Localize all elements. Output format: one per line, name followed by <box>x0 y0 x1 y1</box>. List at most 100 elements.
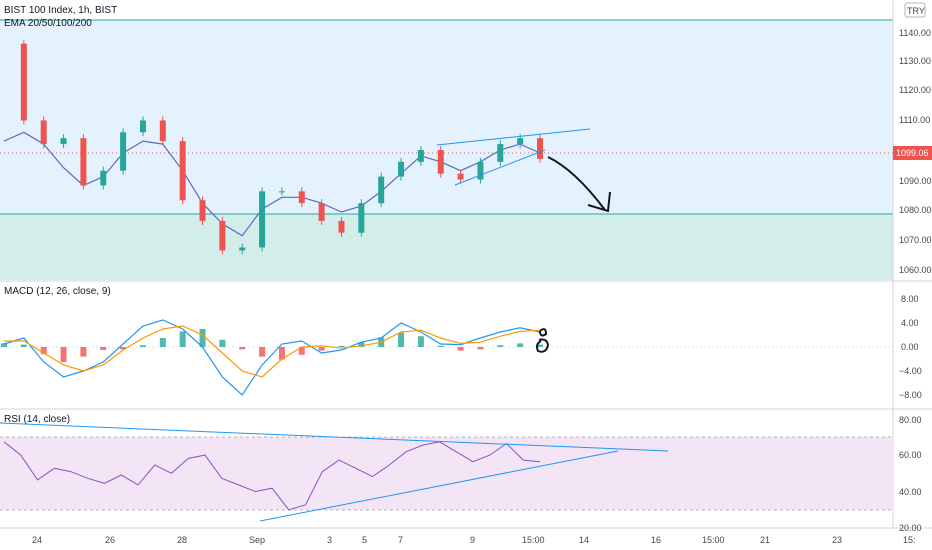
price-tick-8: 1060.00 <box>899 265 932 275</box>
candle <box>358 203 365 233</box>
macd-tick-4: −4.00 <box>899 366 922 376</box>
macd-histogram-bar <box>179 331 186 347</box>
candle <box>40 120 47 145</box>
macd-histogram-bar <box>278 347 285 360</box>
time-tick-5: 3 <box>327 535 332 545</box>
candle <box>437 150 444 174</box>
wedge-lower-trendline[interactable] <box>454 149 546 186</box>
macd-histogram-bar <box>199 329 206 347</box>
time-tick-11: 16 <box>651 535 661 545</box>
price-tick-2: 1130.00 <box>899 56 931 66</box>
rsi-legend: RSI (14, close) <box>4 414 70 425</box>
candle <box>537 138 543 159</box>
support-zone <box>0 214 893 280</box>
rsi-line <box>3 441 541 511</box>
price-tick-1: 1140.00 <box>899 28 931 38</box>
macd-signal-line <box>4 325 541 378</box>
macd-hand-mark[interactable] <box>536 328 550 353</box>
time-tick-15: 15: <box>903 535 916 545</box>
rsi-layer <box>3 441 541 511</box>
macd-histogram-bar <box>338 345 345 347</box>
chart-title: BIST 100 Index, 1h, BIST <box>4 5 117 16</box>
macd-histogram-bar <box>60 347 67 362</box>
macd-histogram-bar <box>517 343 524 347</box>
candle <box>100 170 107 186</box>
candle <box>80 138 87 186</box>
macd-legend: MACD (12, 26, close, 9) <box>4 286 111 297</box>
candle <box>477 161 484 180</box>
macd-histogram-bar <box>437 345 444 347</box>
macd-histogram-bar <box>239 347 246 350</box>
macd-histogram-bar <box>537 344 543 347</box>
last-price-tag <box>893 146 932 160</box>
time-tick-14: 23 <box>832 535 842 545</box>
macd-line <box>3 319 541 396</box>
time-tick-8: 9 <box>470 535 475 545</box>
time-tick-7: 7 <box>398 535 403 545</box>
ema-line <box>3 131 541 237</box>
macd-histogram-bar <box>457 347 464 351</box>
rsi-axis[interactable]: 80.00 60.00 40.00 20.00 <box>899 415 922 533</box>
macd-histogram-bar <box>139 345 146 347</box>
rsi-tick-3: 40.00 <box>899 487 922 497</box>
candle <box>497 144 504 162</box>
macd-histogram-bar <box>120 347 127 350</box>
macd-histogram-bar <box>358 342 365 347</box>
rsi-tick-2: 60.00 <box>899 450 922 460</box>
price-tick-6: 1080.00 <box>899 205 932 215</box>
macd-histogram-bar <box>40 347 47 355</box>
price-tick-7: 1070.00 <box>899 235 932 245</box>
time-tick-2: 26 <box>105 535 115 545</box>
time-tick-12: 15:00 <box>702 535 725 545</box>
price-tick-3: 1120.00 <box>899 85 931 95</box>
macd-tick-3: 0.00 <box>901 342 919 352</box>
macd-layer <box>1 319 543 396</box>
currency-badge[interactable] <box>904 2 926 18</box>
time-tick-10: 14 <box>579 535 589 545</box>
macd-tick-1: 8.00 <box>901 294 919 304</box>
price-pane-background <box>0 20 893 214</box>
macd-axis[interactable]: 8.00 4.00 0.00 −4.00 −8.00 <box>899 294 922 400</box>
time-tick-1: 24 <box>32 535 42 545</box>
projection-arrow[interactable] <box>547 156 611 213</box>
macd-histogram-bar <box>477 347 484 350</box>
macd-histogram-bar <box>398 332 405 347</box>
wedge-upper-trendline[interactable] <box>436 128 591 146</box>
rsi-tick-1: 80.00 <box>899 415 922 425</box>
macd-tick-2: 4.00 <box>901 318 919 328</box>
time-tick-13: 21 <box>760 535 770 545</box>
candle <box>517 138 524 145</box>
macd-histogram-bar <box>298 347 305 355</box>
macd-histogram-bar <box>20 344 27 347</box>
rsi-lower-trendline[interactable] <box>259 450 619 522</box>
macd-histogram-bar <box>318 347 325 351</box>
time-tick-9: 15:00 <box>522 535 545 545</box>
candle <box>159 120 166 142</box>
candle <box>120 132 127 171</box>
rsi-tick-4: 20.00 <box>899 523 922 533</box>
candle <box>179 141 186 201</box>
candle <box>239 247 246 251</box>
candle <box>278 191 285 193</box>
candle <box>259 191 266 248</box>
candle <box>398 161 405 177</box>
time-axis[interactable]: 24 26 28 Sep 3 5 7 9 15:00 14 16 15:00 2… <box>32 535 916 545</box>
candle <box>378 176 385 204</box>
price-tick-5: 1090.00 <box>899 176 932 186</box>
time-tick-6: 5 <box>362 535 367 545</box>
price-layer <box>3 39 543 255</box>
macd-histogram-bar <box>100 347 107 350</box>
macd-histogram-bar <box>259 347 266 357</box>
ema-legend: EMA 20/50/100/200 <box>4 18 92 29</box>
candle <box>338 220 345 233</box>
macd-histogram-bar <box>497 345 504 347</box>
rsi-upper-trendline[interactable] <box>0 422 669 452</box>
candle <box>457 173 464 180</box>
time-tick-4: Sep <box>249 535 265 545</box>
price-axis[interactable]: 1140.00 1130.00 1120.00 1110.00 1090.00 … <box>899 28 932 275</box>
macd-tick-5: −8.00 <box>899 390 922 400</box>
time-tick-3: 28 <box>177 535 187 545</box>
candle <box>139 120 146 133</box>
